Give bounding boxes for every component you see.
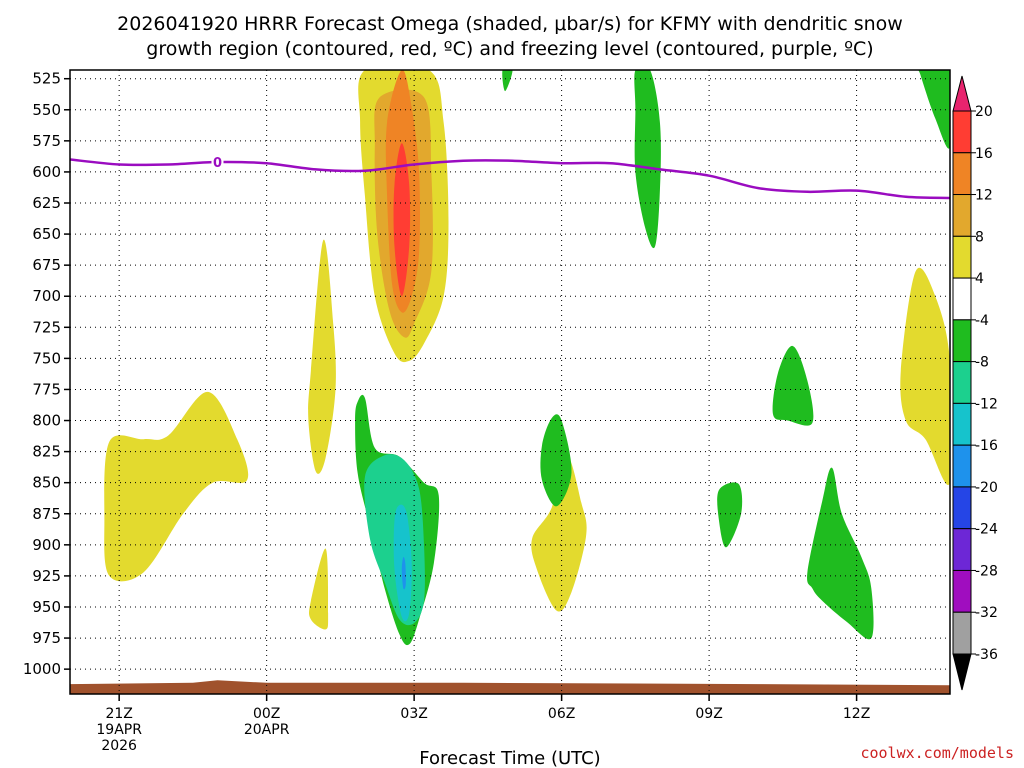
colorbar-top-arrow bbox=[952, 75, 972, 112]
y-tick-label: 675 bbox=[32, 256, 61, 274]
y-tick-label: 875 bbox=[32, 505, 61, 523]
freezing-level-label: 0 bbox=[213, 156, 222, 171]
omega-region-sinking-area--4 bbox=[918, 70, 950, 149]
colorbar-swatch bbox=[952, 277, 972, 321]
y-tick-label: 1000 bbox=[23, 660, 61, 678]
colorbar-label: -32 bbox=[975, 605, 998, 621]
colorbar-label: -8 bbox=[975, 355, 989, 371]
colorbar-label: -4 bbox=[975, 313, 989, 329]
x-tick-label: 03Z bbox=[400, 706, 427, 722]
colorbar-swatch bbox=[952, 444, 972, 488]
omega-region-sinking-core--16 bbox=[401, 557, 406, 590]
omega-region-sinking-area--4 bbox=[634, 70, 661, 248]
x-tick-label: 21Z bbox=[105, 706, 132, 722]
colorbar-label: 8 bbox=[975, 229, 984, 245]
y-axis: 525 550 575 600 625 650 675 700 725 750 775 800 825 8… bbox=[23, 70, 70, 678]
colorbar-swatch bbox=[952, 110, 972, 154]
colorbar-swatch bbox=[952, 611, 972, 655]
omega-region-sinking-area--4 bbox=[772, 345, 814, 426]
y-tick-label: 550 bbox=[32, 101, 61, 119]
y-tick-label: 600 bbox=[32, 163, 61, 181]
omega-region-sinking-area--4 bbox=[540, 414, 572, 507]
credit-text: coolwx.com/models bbox=[860, 744, 1014, 762]
x-tick-label: 00Z bbox=[253, 706, 280, 722]
omega-region-rising-area-4 bbox=[309, 548, 329, 630]
y-tick-label: 650 bbox=[32, 225, 61, 243]
plot-frame bbox=[69, 69, 951, 695]
colorbar-swatch bbox=[952, 235, 972, 279]
x-tick-label: 06Z bbox=[548, 706, 575, 722]
colorbar-swatch bbox=[952, 528, 972, 571]
omega-region-rising-area-4 bbox=[531, 455, 587, 612]
omega-region-rising-area-4 bbox=[308, 239, 336, 474]
colorbar-label: 12 bbox=[975, 188, 993, 204]
y-tick-label: 950 bbox=[32, 598, 61, 616]
colorbar-label: -28 bbox=[975, 563, 998, 579]
omega-region-sinking-area--4 bbox=[717, 482, 743, 548]
colorbar-swatch bbox=[952, 569, 972, 613]
colorbar-swatch bbox=[952, 361, 972, 404]
y-tick-label: 900 bbox=[32, 536, 61, 554]
y-tick-label: 850 bbox=[32, 474, 61, 492]
y-tick-label: 825 bbox=[32, 443, 61, 461]
colorbar-label: -20 bbox=[975, 480, 998, 496]
colorbar: 20 16 12 8 4 -4 -8 -12 -16 -20 -24 -28 -32 -36 bbox=[952, 75, 998, 691]
x-tick-label: 19APR bbox=[96, 722, 142, 738]
y-tick-label: 975 bbox=[32, 629, 61, 647]
colorbar-label: 4 bbox=[975, 271, 984, 287]
colorbar-label: -12 bbox=[975, 396, 998, 412]
x-tick-label: 20APR bbox=[244, 722, 290, 738]
colorbar-swatch bbox=[952, 402, 972, 446]
omega-region-sinking-area--4 bbox=[807, 467, 874, 640]
chart-title-line-2: growth region (contoured, red, ºC) and f… bbox=[146, 38, 873, 60]
y-tick-label: 925 bbox=[32, 567, 61, 585]
freezing-level-label-bg bbox=[211, 153, 224, 169]
chart-title-line-1: 2026041920 HRRR Forecast Omega (shaded, … bbox=[117, 13, 903, 35]
colorbar-swatch bbox=[952, 486, 972, 530]
freezing-level-layer: 0 bbox=[70, 153, 950, 200]
x-tick-label: 09Z bbox=[695, 706, 722, 722]
colorbar-label: -16 bbox=[975, 438, 998, 454]
y-tick-label: 750 bbox=[32, 349, 61, 367]
colorbar-bottom-arrow bbox=[952, 653, 972, 691]
x-axis-label: Forecast Time (UTC) bbox=[419, 748, 600, 768]
y-tick-label: 725 bbox=[32, 318, 61, 336]
colorbar-swatch bbox=[952, 319, 972, 363]
freezing-level-line bbox=[70, 158, 950, 200]
colorbar-label: -36 bbox=[975, 647, 998, 663]
y-tick-label: 575 bbox=[32, 132, 61, 150]
y-tick-label: 525 bbox=[32, 70, 61, 88]
colorbar-swatch bbox=[952, 194, 972, 237]
y-tick-label: 625 bbox=[32, 194, 61, 212]
colorbar-label: 16 bbox=[975, 146, 993, 162]
y-tick-label: 775 bbox=[32, 380, 61, 398]
terrain-surface bbox=[70, 680, 950, 694]
y-tick-label: 700 bbox=[32, 287, 61, 305]
omega-region-rising-area-4 bbox=[104, 391, 249, 582]
x-tick-label: 12Z bbox=[843, 706, 870, 722]
y-tick-label: 800 bbox=[32, 412, 61, 430]
colorbar-swatch bbox=[952, 152, 972, 196]
omega-shading bbox=[70, 70, 950, 694]
grid-lines bbox=[70, 70, 950, 694]
omega-region-rising-area-4 bbox=[900, 267, 950, 485]
x-tick-label: 2026 bbox=[101, 738, 137, 754]
omega-region-rising-core-16 bbox=[393, 143, 411, 297]
colorbar-label: -24 bbox=[975, 522, 998, 538]
omega-region-sinking-area--4 bbox=[502, 70, 513, 92]
colorbar-label: 20 bbox=[975, 104, 993, 120]
